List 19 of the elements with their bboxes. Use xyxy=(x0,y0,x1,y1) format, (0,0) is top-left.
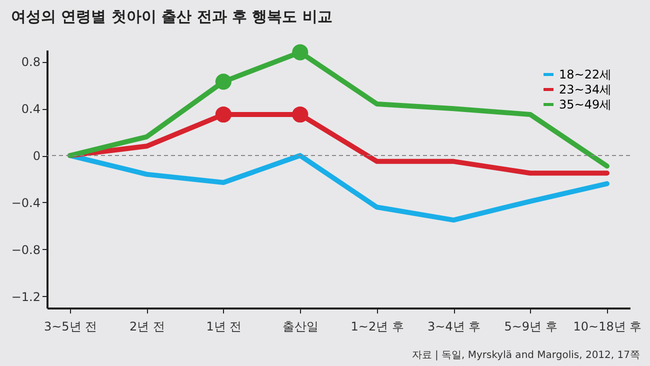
x-tick-label: 2년 전 xyxy=(129,320,165,334)
y-tick-label: 0.4 xyxy=(21,102,40,116)
x-tick-label: 3~4년 후 xyxy=(427,320,481,334)
legend-label: 23~34세 xyxy=(559,82,612,96)
text: 자료 | 독일, Myrskylä and Margolis, 2012, 17쪽 xyxy=(412,350,640,361)
x-tick-label: 출산일 xyxy=(282,320,319,334)
y-tick-label: −0.4 xyxy=(11,196,40,210)
x-tick-label: 5~9년 후 xyxy=(504,320,558,334)
x-tick-label: 10~18년 후 xyxy=(573,320,642,334)
legend-label: 35~49세 xyxy=(559,98,612,112)
y-tick-label: 0.8 xyxy=(21,55,40,70)
y-tick-label: −0.8 xyxy=(11,242,40,257)
x-tick-label: 1년 전 xyxy=(206,320,242,334)
x-tick-label: 1~2년 후 xyxy=(350,320,404,334)
y-tick-label: −1.2 xyxy=(11,290,40,304)
legend-label: 18~22세 xyxy=(559,68,612,82)
y-tick-label: 0 xyxy=(32,149,40,164)
x-tick-label: 3~5년 전 xyxy=(44,320,98,334)
chart-title: 여성의 연령별 첫아이 출산 전과 후 행복도 비교 xyxy=(10,7,332,26)
